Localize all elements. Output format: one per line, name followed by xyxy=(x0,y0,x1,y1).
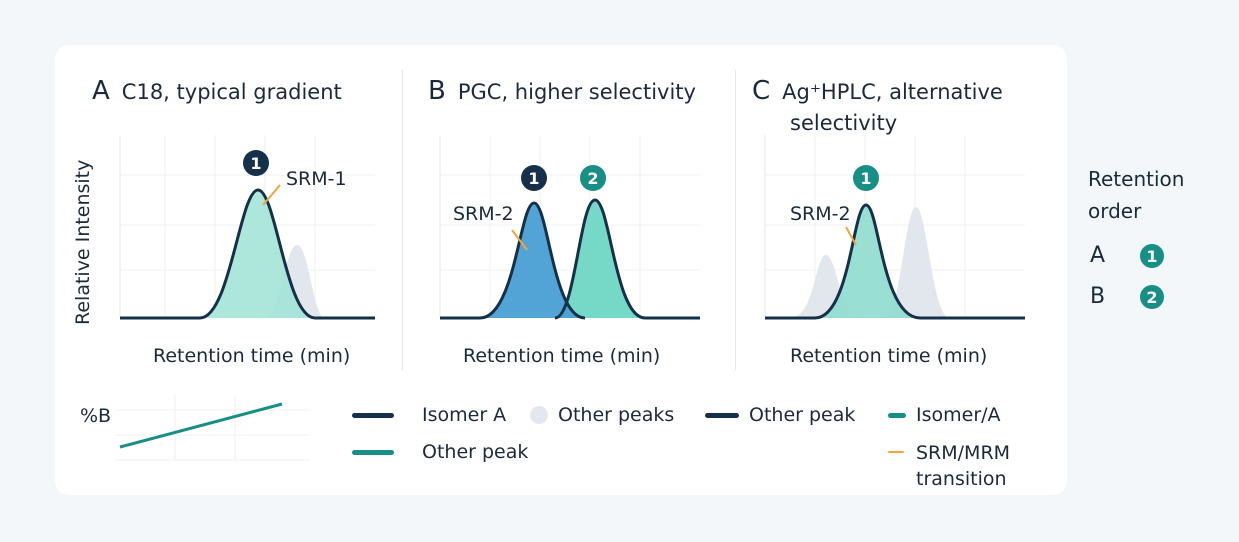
retention-row-b-badge: 2 xyxy=(1140,285,1164,309)
panel-c-badge-1: 1 xyxy=(853,165,879,191)
legend-swatch-gray-dot xyxy=(530,406,548,424)
panel-b-letter: B xyxy=(428,76,446,106)
gradient-inset xyxy=(115,395,310,461)
panel-b-title: B PGC, higher selectivity xyxy=(428,76,696,107)
legend-other-peak-teal: Other peak xyxy=(352,441,528,463)
panel-a-title: A C18, typical gradient xyxy=(92,76,342,107)
panel-c-xlabel: Retention time (min) xyxy=(790,345,988,367)
panel-b-badge-2: 2 xyxy=(580,165,606,191)
panel-c-title: C Ag⁺HPLC, alternative xyxy=(752,76,1003,107)
panel-b-badge-1: 1 xyxy=(521,165,547,191)
panel-b-xlabel: Retention time (min) xyxy=(463,345,661,367)
retention-row-b-label: B xyxy=(1090,284,1106,309)
panel-a-xlabel: Retention time (min) xyxy=(153,345,351,367)
panel-c-chart xyxy=(764,135,1025,320)
panel-b-title-text: PGC, higher selectivity xyxy=(457,80,696,104)
legend-isomer-a-teal: Isomer/A xyxy=(888,404,1001,426)
legend-swatch-navy-2 xyxy=(705,412,739,418)
panel-b-srm-label: SRM-2 xyxy=(453,203,514,225)
retention-order-title: Retention xyxy=(1088,167,1185,191)
panel-b-chart xyxy=(439,135,700,320)
retention-row-a-badge: 1 xyxy=(1140,244,1164,268)
panel-a-badge-1: 1 xyxy=(243,150,269,176)
legend-other-peaks: Other peaks xyxy=(530,404,674,426)
divider-ab xyxy=(402,70,403,370)
legend-swatch-orange xyxy=(888,451,904,453)
legend-swatch-navy xyxy=(352,412,394,418)
legend-other-peak-navy: Other peak xyxy=(705,404,855,426)
retention-order-title-2: order xyxy=(1088,199,1142,223)
panel-c-letter: C xyxy=(752,76,771,106)
panel-a-title-text: C18, typical gradient xyxy=(121,80,342,104)
panel-c-srm-label: SRM-2 xyxy=(790,203,851,225)
legend-isomer-a: Isomer A xyxy=(352,404,506,426)
panel-c-title-line2: selectivity xyxy=(790,111,898,135)
divider-bc xyxy=(735,70,736,370)
panel-a-chart xyxy=(119,135,375,320)
legend-swatch-teal-2 xyxy=(352,449,394,455)
panel-c-title-text: Ag⁺HPLC, alternative xyxy=(782,80,1003,104)
legend-srm-mrm: SRM/MRM transition xyxy=(888,440,1010,492)
panel-a-letter: A xyxy=(92,76,110,106)
retention-row-a-label: A xyxy=(1090,243,1106,268)
gradient-label: %B xyxy=(80,405,112,427)
panel-a-srm-label: SRM-1 xyxy=(286,168,347,190)
y-axis-label: Relative Intensity xyxy=(72,159,94,325)
legend-swatch-teal xyxy=(888,412,906,418)
